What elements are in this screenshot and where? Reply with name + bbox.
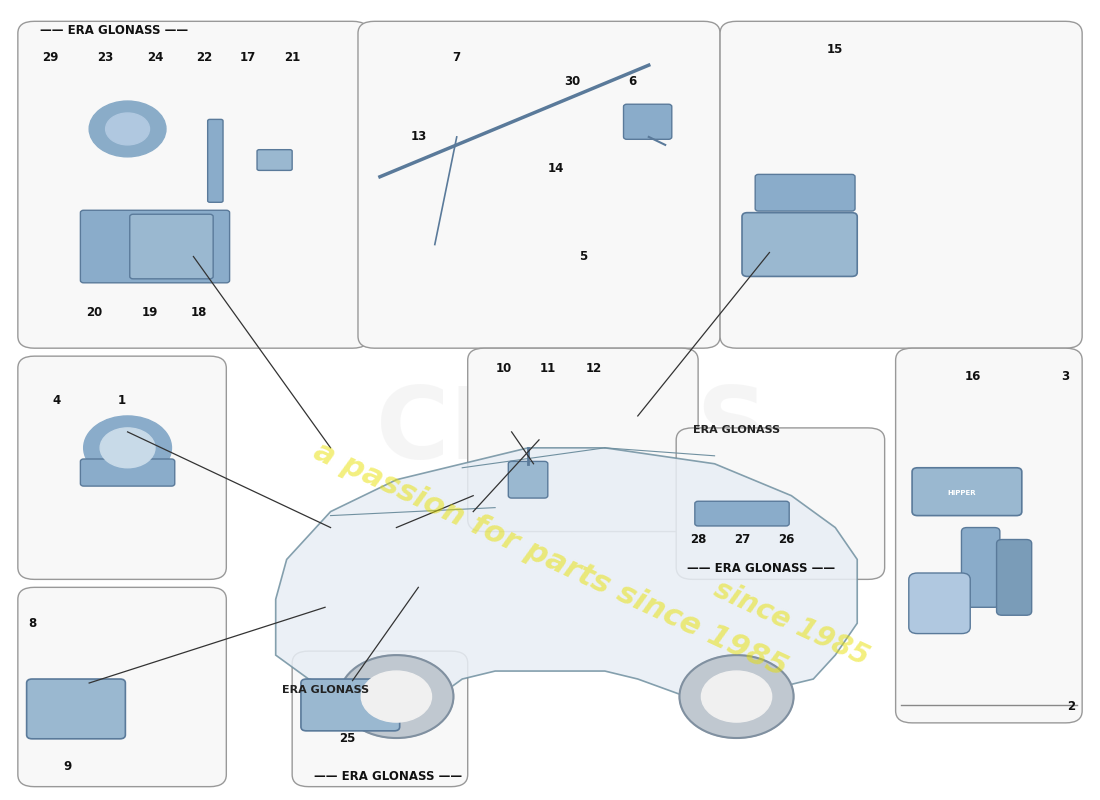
Text: 18: 18 <box>190 306 207 319</box>
Text: 10: 10 <box>496 362 512 374</box>
FancyBboxPatch shape <box>358 22 720 348</box>
Text: 19: 19 <box>141 306 157 319</box>
FancyBboxPatch shape <box>80 210 230 283</box>
FancyBboxPatch shape <box>257 150 293 170</box>
Text: 2: 2 <box>1067 701 1075 714</box>
Text: 25: 25 <box>339 732 355 746</box>
Text: 30: 30 <box>564 74 580 88</box>
Text: —— ERA GLONASS ——: —— ERA GLONASS —— <box>40 24 188 38</box>
Text: 29: 29 <box>43 50 59 64</box>
FancyBboxPatch shape <box>208 119 223 202</box>
FancyBboxPatch shape <box>997 539 1032 615</box>
Text: HIPPER: HIPPER <box>947 490 976 496</box>
FancyBboxPatch shape <box>895 348 1082 723</box>
FancyBboxPatch shape <box>676 428 884 579</box>
FancyBboxPatch shape <box>909 573 970 634</box>
Text: 4: 4 <box>52 394 60 406</box>
Text: 1: 1 <box>118 394 127 406</box>
Text: 21: 21 <box>284 50 300 64</box>
Text: CLIPPS: CLIPPS <box>375 383 768 480</box>
Text: since 1985: since 1985 <box>710 575 873 671</box>
Text: ERA GLONASS: ERA GLONASS <box>282 685 369 695</box>
FancyBboxPatch shape <box>912 468 1022 515</box>
Text: —— ERA GLONASS ——: —— ERA GLONASS —— <box>688 562 835 575</box>
FancyBboxPatch shape <box>18 22 369 348</box>
Text: 23: 23 <box>98 50 113 64</box>
Text: 8: 8 <box>28 617 36 630</box>
Text: 16: 16 <box>965 370 980 382</box>
FancyBboxPatch shape <box>301 679 399 731</box>
FancyBboxPatch shape <box>756 174 855 211</box>
Circle shape <box>339 655 453 738</box>
Text: 12: 12 <box>586 362 602 374</box>
Text: a passion for parts since 1985: a passion for parts since 1985 <box>308 437 792 682</box>
FancyBboxPatch shape <box>961 527 1000 607</box>
Circle shape <box>106 113 150 145</box>
Text: ERA GLONASS: ERA GLONASS <box>693 425 780 435</box>
FancyBboxPatch shape <box>26 679 125 739</box>
Circle shape <box>89 101 166 157</box>
Text: 17: 17 <box>240 50 256 64</box>
FancyBboxPatch shape <box>695 502 789 526</box>
Text: —— ERA GLONASS ——: —— ERA GLONASS —— <box>315 770 462 782</box>
Text: 14: 14 <box>548 162 563 175</box>
FancyBboxPatch shape <box>293 651 468 786</box>
FancyBboxPatch shape <box>508 462 548 498</box>
FancyBboxPatch shape <box>130 214 213 279</box>
Text: 15: 15 <box>827 42 844 56</box>
Circle shape <box>361 671 431 722</box>
Text: 3: 3 <box>1062 370 1070 382</box>
FancyBboxPatch shape <box>624 104 672 139</box>
Text: 22: 22 <box>196 50 212 64</box>
Polygon shape <box>276 448 857 695</box>
Text: 6: 6 <box>628 74 637 88</box>
FancyBboxPatch shape <box>720 22 1082 348</box>
Text: 24: 24 <box>146 50 163 64</box>
Text: 28: 28 <box>690 533 706 546</box>
FancyBboxPatch shape <box>468 348 698 531</box>
Text: 9: 9 <box>63 760 72 774</box>
Text: 26: 26 <box>778 533 794 546</box>
Text: 11: 11 <box>540 362 556 374</box>
FancyBboxPatch shape <box>742 213 857 277</box>
Text: 27: 27 <box>734 533 750 546</box>
Circle shape <box>84 416 172 480</box>
FancyBboxPatch shape <box>80 459 175 486</box>
Text: 13: 13 <box>410 130 427 143</box>
Text: 5: 5 <box>579 250 587 263</box>
FancyBboxPatch shape <box>18 587 227 786</box>
Circle shape <box>680 655 793 738</box>
Circle shape <box>702 671 771 722</box>
Circle shape <box>100 428 155 468</box>
Text: 20: 20 <box>87 306 102 319</box>
Text: 7: 7 <box>453 50 461 64</box>
FancyBboxPatch shape <box>18 356 227 579</box>
